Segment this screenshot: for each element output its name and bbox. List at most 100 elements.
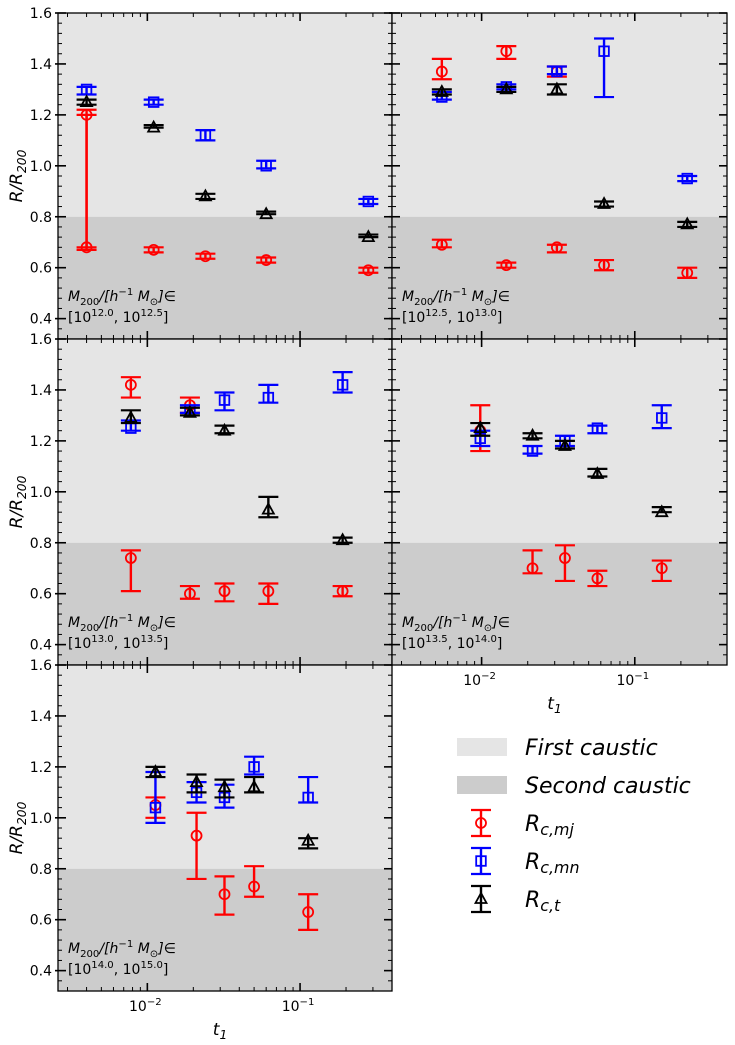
- legend-label: First caustic: [525, 736, 658, 761]
- data-point: [559, 552, 571, 564]
- data-point: [189, 774, 204, 788]
- mass-label: M200/[h−1 M⊙]∈: [68, 939, 176, 960]
- data-point: [557, 438, 572, 451]
- second-caustic-band: [392, 542, 727, 665]
- legend-label: Rc,t: [525, 888, 561, 915]
- y-tick-label: 0.6: [30, 261, 52, 277]
- data-point: [260, 160, 272, 172]
- data-point: [182, 404, 197, 418]
- data-point: [260, 254, 273, 266]
- panel-frame: [57, 664, 393, 992]
- data-point: [597, 196, 612, 209]
- data-point: [148, 764, 163, 777]
- first-caustic-band: [58, 339, 392, 543]
- y-tick-label: 1.6: [30, 658, 52, 674]
- x-tick-label: 10−2: [463, 671, 496, 689]
- data-point: [259, 206, 274, 220]
- data-point: [500, 45, 513, 58]
- series-r-c-t: [431, 81, 698, 230]
- data-point: [499, 81, 514, 95]
- legend-swatch: [457, 738, 507, 756]
- data-layer: [431, 37, 698, 279]
- y-tick-label: 1.4: [30, 383, 52, 399]
- mass-label: M200/[h−1 M⊙]∈: [68, 613, 176, 634]
- data-point: [217, 422, 232, 436]
- y-axis-label: R/R200: [7, 475, 29, 528]
- mass-range: [1012.5, 1013.0]: [402, 308, 502, 326]
- x-tick-label: 10−1: [616, 671, 649, 689]
- first-caustic-band: [58, 13, 392, 217]
- legend-entry: Rc,mn: [471, 846, 579, 877]
- mass-label: M200/[h−1 M⊙]∈: [68, 287, 176, 308]
- data-point: [301, 832, 316, 846]
- data-point: [591, 572, 604, 585]
- data-point: [550, 241, 563, 254]
- data-point: [199, 129, 212, 141]
- y-tick-label: 1.6: [30, 332, 52, 348]
- data-layer: [470, 404, 672, 588]
- data-point: [681, 172, 693, 185]
- data-point: [248, 880, 260, 893]
- data-point: [549, 81, 564, 95]
- data-point: [435, 65, 448, 78]
- data-point: [218, 394, 231, 406]
- data-point: [680, 216, 695, 230]
- data-layer: [145, 755, 319, 931]
- data-point: [435, 238, 448, 251]
- y-tick-label: 0.8: [30, 210, 52, 226]
- y-tick-label: 0.4: [30, 964, 52, 980]
- series-r-c-mj: [120, 376, 353, 605]
- data-point: [598, 259, 610, 272]
- series-r-c-mn: [120, 371, 353, 434]
- mass-label: M200/[h−1 M⊙]∈: [402, 287, 510, 308]
- y-tick-label: 1.0: [30, 811, 52, 827]
- data-point: [434, 84, 449, 97]
- data-point: [80, 83, 93, 96]
- data-point: [654, 504, 669, 518]
- second-caustic-band: [392, 216, 727, 339]
- legend-swatch: [457, 776, 507, 794]
- series-r-c-t: [120, 404, 353, 546]
- data-point: [199, 250, 212, 263]
- data-point: [335, 532, 350, 546]
- y-tick-label: 1.0: [30, 159, 52, 175]
- legend-marker: [475, 817, 487, 829]
- data-point: [361, 229, 376, 243]
- data-point: [336, 379, 349, 391]
- y-tick-label: 1.0: [30, 485, 52, 501]
- data-point: [302, 906, 315, 918]
- data-point: [123, 410, 138, 423]
- data-point: [362, 195, 375, 208]
- y-tick-label: 0.4: [30, 312, 52, 328]
- data-point: [247, 779, 262, 793]
- legend: First caustic Second caustic Rc,mj Rc,mn Rc,…: [457, 736, 691, 915]
- data-point: [362, 264, 375, 277]
- data-point: [526, 445, 539, 457]
- data-point: [525, 427, 540, 441]
- data-point: [262, 585, 275, 598]
- series-r-c-t: [76, 94, 379, 243]
- data-point: [248, 761, 260, 773]
- data-point: [590, 466, 605, 479]
- panel-p1: 0.4 0.6 0.8 1.0 1.2 1.4 1.6 R/R200 M200/[h−1 M⊙]…: [7, 6, 393, 340]
- legend-label: Rc,mn: [525, 850, 579, 877]
- y-tick-label: 0.8: [30, 536, 52, 552]
- data-point: [124, 378, 137, 391]
- y-tick-label: 1.2: [30, 434, 52, 450]
- panel-p2: M200/[h−1 M⊙]∈[1012.5, 1013.0]: [389, 12, 728, 340]
- first-caustic-band: [58, 665, 392, 869]
- y-axis-label: R/R200: [7, 149, 29, 202]
- data-point: [217, 779, 232, 793]
- y-tick-label: 1.4: [30, 57, 52, 73]
- y-tick-label: 0.4: [30, 638, 52, 654]
- series-r-c-t: [145, 764, 319, 850]
- data-point: [190, 829, 203, 842]
- y-tick-label: 1.2: [30, 108, 52, 124]
- legend-label: Rc,mj: [525, 812, 574, 839]
- mass-range: [1012.0, 1012.5]: [68, 308, 168, 326]
- mass-range: [1013.0, 1013.5]: [68, 634, 168, 652]
- x-tick-label: 10−1: [282, 997, 315, 1015]
- legend-entry: Second caustic: [457, 774, 691, 799]
- mass-range: [1013.5, 1014.0]: [402, 634, 502, 652]
- data-point: [262, 391, 275, 404]
